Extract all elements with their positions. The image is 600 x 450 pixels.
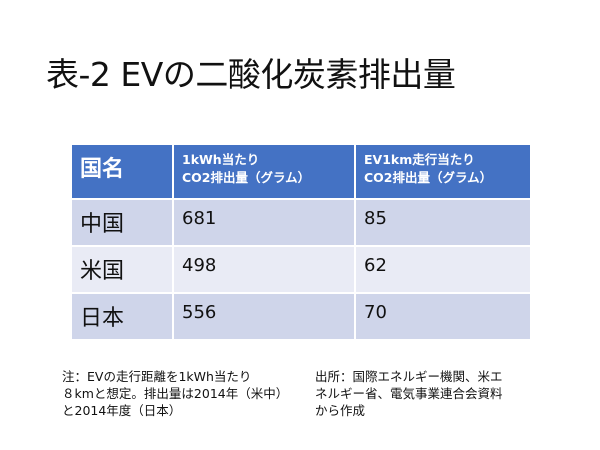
source-note: 出所：国際エネルギー機関、米エ ネルギー省、電気事業連合会資料 から作成 (315, 368, 503, 419)
cell-country: 日本 (70, 292, 174, 341)
table-header-row: 国名 1kWh当たり CO2排出量（グラム） EV1km走行当たり CO2排出量（グ… (70, 143, 532, 200)
table-row: 中国 681 85 (70, 198, 532, 247)
footnote: 注：EVの走行距離を1kWh当たり ８kmと想定。排出量は2014年（米中） と… (62, 368, 288, 419)
header-line: CO2排出量（グラム） (182, 170, 311, 185)
header-co2-per-kwh: 1kWh当たり CO2排出量（グラム） (172, 143, 356, 200)
cell-co2-per-km: 85 (354, 198, 532, 247)
cell-country: 中国 (70, 198, 174, 247)
source-line: ネルギー省、電気事業連合会資料 (315, 386, 503, 401)
header-country: 国名 (70, 143, 174, 200)
cell-co2-per-kwh: 681 (172, 198, 356, 247)
slide-title: 表-2 EVの二酸化炭素排出量 (46, 55, 456, 94)
footnote-line: と2014年度（日本） (62, 403, 182, 418)
header-line: CO2排出量（グラム） (364, 170, 493, 185)
footnote-line: ８kmと想定。排出量は2014年（米中） (62, 386, 289, 401)
cell-co2-per-kwh: 498 (172, 245, 356, 294)
cell-country: 米国 (70, 245, 174, 294)
cell-co2-per-km: 62 (354, 245, 532, 294)
cell-co2-per-kwh: 556 (172, 292, 356, 341)
footnote-line: 注：EVの走行距離を1kWh当たり (62, 369, 252, 384)
source-line: 出所：国際エネルギー機関、米エ (315, 369, 503, 384)
table-row: 日本 556 70 (70, 292, 532, 341)
table-row: 米国 498 62 (70, 245, 532, 294)
header-line: EV1km走行当たり (364, 152, 475, 167)
source-line: から作成 (315, 403, 366, 418)
header-co2-per-km: EV1km走行当たり CO2排出量（グラム） (354, 143, 532, 200)
cell-co2-per-km: 70 (354, 292, 532, 341)
emissions-table: 国名 1kWh当たり CO2排出量（グラム） EV1km走行当たり CO2排出量（グ… (70, 143, 532, 341)
header-line: 1kWh当たり (182, 152, 260, 167)
